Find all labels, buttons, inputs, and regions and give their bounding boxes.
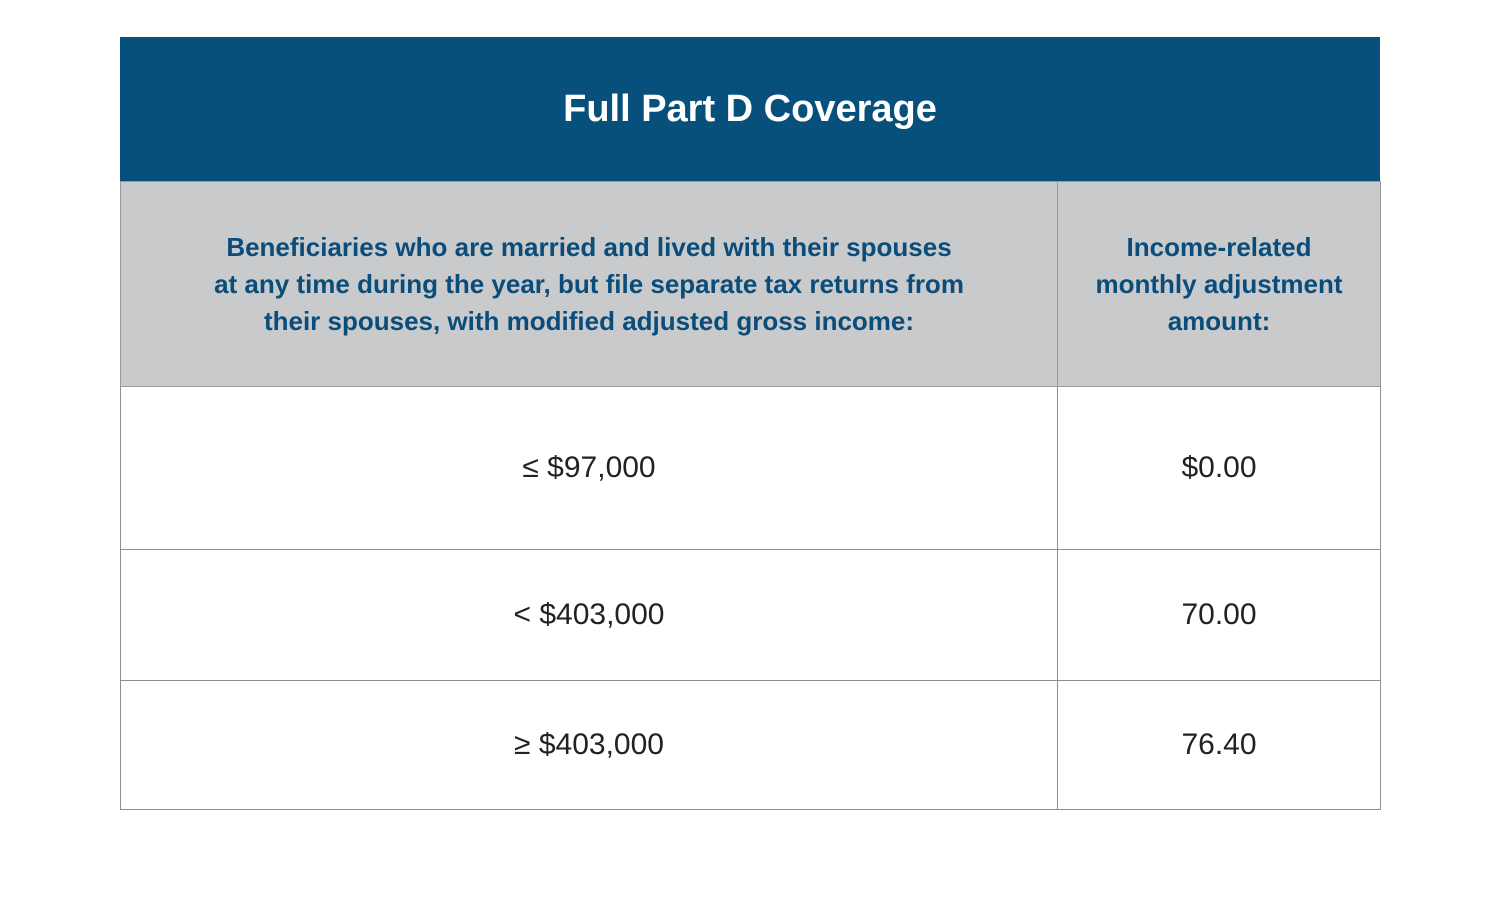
amount-cell: $0.00 (1057, 386, 1381, 550)
table-row: ≤ $97,000 $0.00 (120, 386, 1381, 550)
header-amount-line-2: monthly adjustment (1095, 268, 1343, 299)
table-title: Full Part D Coverage (120, 37, 1380, 181)
income-cell: ≤ $97,000 (120, 386, 1058, 550)
amount-cell: 70.00 (1057, 549, 1381, 681)
header-income-criteria: Beneficiaries who are married and lived … (120, 181, 1058, 387)
header-income-line-3: their spouses, with modified adjusted gr… (263, 305, 915, 336)
table-row: < $403,000 70.00 (120, 549, 1381, 681)
income-cell: ≥ $403,000 (120, 680, 1058, 810)
income-cell: < $403,000 (120, 549, 1058, 681)
amount-cell: 76.40 (1057, 680, 1381, 810)
header-amount-line-1: Income-related (1126, 231, 1312, 262)
header-amount-line-3: amount: (1167, 305, 1271, 336)
header-income-line-1: Beneficiaries who are married and lived … (226, 231, 952, 262)
header-row: Beneficiaries who are married and lived … (120, 181, 1381, 387)
table-row: ≥ $403,000 76.40 (120, 680, 1381, 810)
coverage-grid: Beneficiaries who are married and lived … (120, 181, 1381, 810)
coverage-table: Full Part D Coverage Beneficiaries who a… (120, 37, 1381, 810)
header-income-line-2: at any time during the year, but file se… (214, 268, 964, 299)
header-adjustment-amount: Income-related monthly adjustment amount… (1057, 181, 1381, 387)
